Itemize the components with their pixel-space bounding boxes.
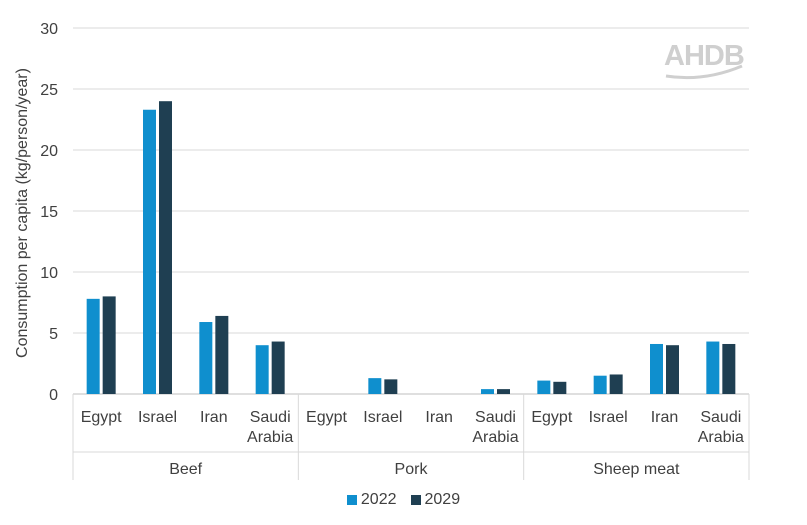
legend-swatch-2029 [410, 495, 421, 505]
x-category-label: Saudi Arabia [247, 409, 293, 446]
legend-item-2029: 2029 [410, 491, 461, 509]
bar-2029-5 [384, 379, 398, 394]
bar-2022-11 [706, 341, 720, 394]
bar-2029-7 [497, 389, 510, 394]
y-tick-label: 10 [40, 265, 58, 282]
x-category-label: Iran [200, 409, 228, 426]
x-category-label: Iran [651, 409, 679, 426]
bar-2022-5 [368, 378, 382, 394]
x-category-label: Saudi Arabia [698, 409, 744, 446]
bar-2029-11 [722, 343, 736, 394]
y-axis-title: Consumption per capita (kg/person/year) [14, 68, 31, 358]
bar-2022-10 [650, 343, 663, 394]
logo-swoosh-icon [665, 64, 743, 80]
y-tick-label: 25 [40, 82, 58, 99]
x-group-label: Pork [395, 461, 429, 478]
bar-2029-0 [102, 296, 116, 394]
bar-2022-2 [199, 322, 213, 394]
bar-2022-1 [143, 109, 156, 395]
bar-2029-1 [159, 101, 172, 394]
y-tick-label: 5 [49, 326, 58, 343]
bar-2022-0 [86, 298, 100, 394]
bar-2022-9 [593, 375, 607, 394]
y-tick-label: 0 [49, 387, 58, 404]
legend-label-2022: 2022 [360, 491, 397, 508]
y-tick-label: 15 [40, 204, 58, 221]
legend-swatch-2022 [346, 495, 357, 505]
x-group-label: Beef [169, 461, 202, 478]
bar-2022-8 [537, 380, 551, 394]
y-tick-label: 30 [40, 21, 58, 38]
legend-item-2022: 2022 [346, 491, 397, 509]
x-category-label: Egypt [531, 409, 572, 426]
bar-2029-3 [271, 341, 285, 394]
legend: 2022 2029 [0, 491, 807, 509]
ahdb-logo: AHDB [664, 40, 745, 72]
x-category-label: Israel [363, 409, 402, 426]
x-category-label: Iran [425, 409, 453, 426]
bar-2029-10 [666, 345, 679, 394]
bar-2029-9 [609, 374, 623, 394]
x-category-label: Saudi Arabia [472, 409, 518, 446]
legend-label-2029: 2029 [424, 491, 461, 508]
x-category-label: Israel [589, 409, 628, 426]
bar-2022-3 [255, 345, 269, 394]
y-tick-label: 20 [40, 143, 58, 160]
bar-2029-8 [553, 381, 567, 394]
x-category-label: Egypt [306, 409, 347, 426]
bar-2022-7 [481, 389, 494, 394]
x-category-label: Egypt [81, 409, 122, 426]
bar-2029-2 [215, 315, 229, 394]
x-category-label: Israel [138, 409, 177, 426]
x-group-label: Sheep meat [593, 461, 680, 478]
